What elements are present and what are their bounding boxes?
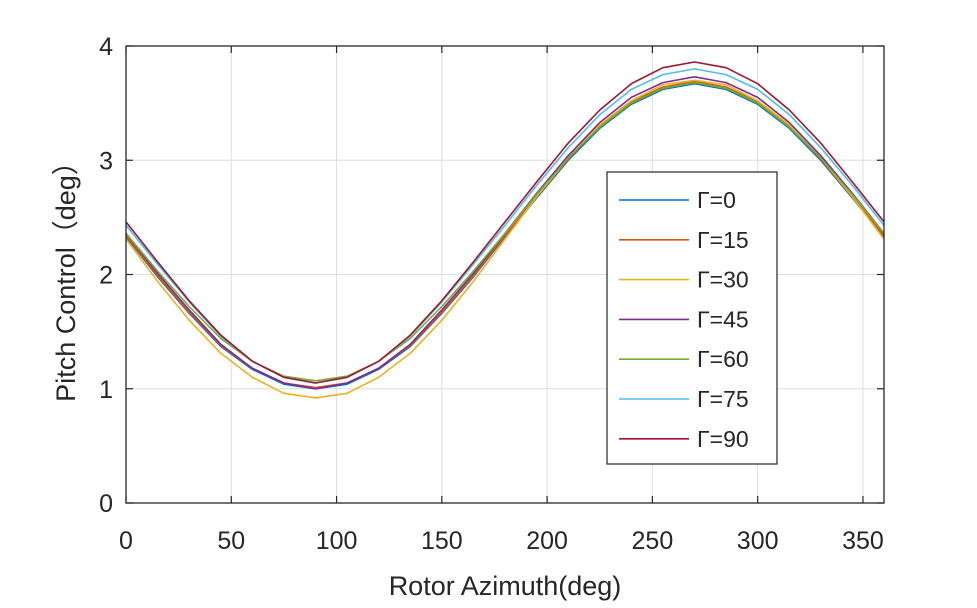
y-tick-label: 0 [99, 490, 113, 518]
legend-label: Γ=75 [697, 386, 749, 412]
legend: Γ=0 Γ=15 Γ=30 Γ=45 Γ=60 Γ=75 Γ=90 [606, 171, 778, 465]
legend-label: Γ=0 [697, 187, 736, 213]
x-tick-label: 350 [842, 527, 884, 555]
series-line-2 [125, 79, 885, 399]
x-tick-label: 50 [217, 527, 245, 555]
x-tick-label: 250 [632, 527, 674, 555]
legend-label: Γ=45 [697, 306, 749, 332]
y-tick-label: 1 [99, 376, 113, 404]
legend-label: Γ=15 [697, 227, 749, 253]
x-tick-label: 0 [119, 527, 133, 555]
axis-ticks [125, 45, 884, 504]
x-tick-label: 150 [421, 527, 463, 555]
series-lines [125, 61, 885, 399]
y-tick-label: 4 [99, 33, 113, 61]
y-tick-label: 3 [99, 147, 113, 175]
legend-label: Γ=90 [697, 426, 749, 452]
x-tick-label: 100 [316, 527, 358, 555]
y-tick-label: 2 [99, 262, 113, 290]
y-axis-title: Pitch Control（deg） [51, 148, 81, 402]
x-tick-label: 300 [737, 527, 779, 555]
series-line-6 [125, 61, 885, 384]
legend-label: Γ=30 [697, 267, 749, 293]
legend-label: Γ=60 [697, 346, 749, 372]
legend-box [606, 171, 778, 465]
tick-labels: 0 50 100 150 200 250 300 350 0 1 2 3 4 [99, 33, 884, 555]
x-tick-label: 200 [526, 527, 568, 555]
x-axis-title: Rotor Azimuth(deg) [389, 571, 622, 601]
